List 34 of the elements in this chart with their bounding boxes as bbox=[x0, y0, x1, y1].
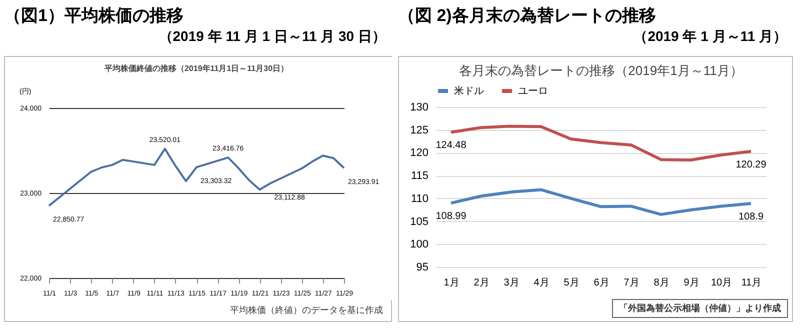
x-tick-label: 2月 bbox=[474, 278, 490, 288]
data-label: 124.48 bbox=[436, 140, 467, 152]
y-tick-label: 120 bbox=[410, 147, 428, 160]
data-label: 108.9 bbox=[738, 211, 764, 222]
chart-title: （図 2)各月末の為替レートの推移 bbox=[398, 5, 657, 26]
chart-title: （図1）平均株価の推移 bbox=[4, 5, 184, 26]
x-tick-label: 8月 bbox=[654, 278, 670, 288]
x-tick-label: 1月 bbox=[444, 278, 460, 288]
chart-subtitle: （2019 年 11 月 1 日～11 月 30 日） bbox=[158, 28, 386, 46]
line-series bbox=[48, 148, 345, 207]
y-tick-label: 115 bbox=[410, 170, 428, 182]
x-tick-label: 3月 bbox=[504, 278, 520, 288]
y-tick-label: 125 bbox=[410, 124, 428, 136]
text: 平均株価終値の推移（2019年11月1日～11月30日） bbox=[103, 64, 289, 73]
x-tick-label: 4月 bbox=[534, 278, 550, 288]
y-tick-label: 130 bbox=[410, 102, 428, 114]
y-tick-label: 110 bbox=[410, 192, 428, 205]
x-tick-label: 11月 bbox=[741, 278, 762, 288]
legend-label: 米ドル bbox=[454, 85, 484, 97]
text: 平均株価（終値）のデータを基に作成 bbox=[230, 304, 383, 317]
text: 各月末の為替レートの推移（2019年1月～11月） bbox=[459, 63, 743, 78]
x-tick-label: 6月 bbox=[594, 278, 610, 288]
x-tick-label: 9月 bbox=[684, 278, 700, 288]
chart-subtitle: （2019 年 1 月～11 月） bbox=[632, 28, 787, 46]
legend-label: ユーロ bbox=[518, 86, 548, 97]
y-tick-label: 95 bbox=[416, 262, 428, 274]
data-label: 108.99 bbox=[436, 211, 467, 222]
x-tick-label: 5月 bbox=[564, 278, 580, 288]
x-tick-label: 10月 bbox=[710, 278, 732, 288]
x-tick-label: 7月 bbox=[624, 278, 640, 288]
text: 「外国為替公示相場（仲値）」より作成 bbox=[612, 299, 788, 318]
data-label: 120.29 bbox=[736, 159, 767, 170]
y-tick-label: 105 bbox=[410, 216, 428, 228]
y-tick-label: 100 bbox=[410, 238, 428, 251]
